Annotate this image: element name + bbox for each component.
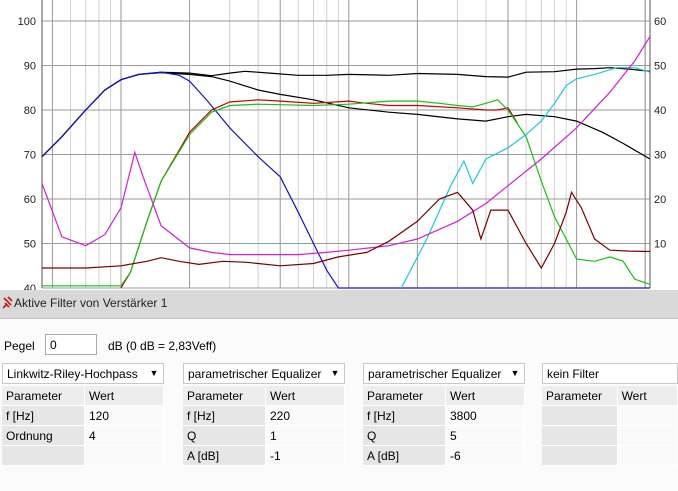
y-tick-label: 40: [24, 283, 36, 290]
table-row: f [Hz] 220: [183, 405, 345, 426]
y-tick-label: 80: [24, 105, 36, 117]
value-cell[interactable]: 5: [445, 425, 525, 446]
value-cell[interactable]: [617, 425, 678, 446]
right-y-tick-label: 30: [654, 150, 666, 162]
parameter-cell: [542, 425, 618, 446]
filter-type-dropdown-3[interactable]: parametrischer Equalizer ▼: [363, 363, 525, 384]
panel-title-bar: Aktive Filter von Verstärker 1: [0, 290, 678, 319]
value-cell[interactable]: -1: [265, 445, 345, 466]
filter-type-dropdown-2[interactable]: parametrischer Equalizer ▼: [183, 363, 345, 384]
chevron-down-icon: ▼: [510, 368, 520, 378]
filter-type-dropdown-4[interactable]: kein Filter: [542, 363, 678, 384]
table-header-row: Parameter Wert: [363, 386, 525, 406]
value-cell[interactable]: 4: [84, 425, 164, 446]
y-tick-label: 70: [24, 150, 36, 162]
parameter-cell: [542, 445, 618, 466]
table-row: [542, 445, 678, 466]
wert-header: Wert: [265, 386, 345, 406]
pin-icon: [2, 296, 13, 309]
series-line-5: [42, 99, 651, 287]
value-cell[interactable]: -6: [445, 445, 525, 466]
table-row: f [Hz] 120: [2, 405, 164, 426]
table-row: [542, 405, 678, 426]
table-row: [2, 445, 164, 466]
filter-type-value: parametrischer Equalizer: [368, 367, 502, 381]
parameter-header: Parameter: [542, 386, 618, 406]
active-filter-panel: Aktive Filter von Verstärker 1 Pegel dB …: [0, 290, 678, 491]
table-row: [542, 425, 678, 446]
frequency-response-chart: 100 90 80 70 60 50 40 60 50 40 30 20 10: [0, 0, 678, 290]
panel-title: Aktive Filter von Verstärker 1: [14, 296, 168, 310]
chevron-down-icon: ▼: [149, 368, 159, 378]
right-y-tick-label: 20: [654, 194, 666, 206]
value-cell[interactable]: 1: [265, 425, 345, 446]
right-y-tick-label: 10: [654, 239, 666, 251]
parameter-header: Parameter: [363, 386, 446, 406]
series-line-7: [41, 36, 651, 256]
filter-type-dropdown-1[interactable]: Linkwitz-Riley-Hochpass ▼: [2, 363, 164, 384]
parameter-cell: A [dB]: [183, 445, 266, 466]
chevron-down-icon: ▼: [330, 368, 340, 378]
series-line-2: [41, 71, 651, 160]
wert-header: Wert: [84, 386, 164, 406]
pegel-unit-label: dB (0 dB = 2,83Veff): [108, 339, 217, 353]
value-cell[interactable]: 120: [84, 405, 164, 426]
parameter-cell: Ordnung: [2, 425, 85, 446]
table-row: A [dB] -6: [363, 445, 525, 466]
pegel-input[interactable]: [45, 334, 97, 355]
y-tick-label: 60: [24, 194, 36, 206]
parameter-header: Parameter: [183, 386, 266, 406]
parameter-cell: A [dB]: [363, 445, 446, 466]
parameter-cell: [2, 445, 85, 466]
right-y-tick-label: 50: [654, 61, 666, 73]
value-cell[interactable]: [84, 445, 164, 466]
table-header-row: Parameter Wert: [183, 386, 345, 406]
parameter-cell: [542, 405, 618, 426]
y-tick-label: 90: [24, 61, 36, 73]
table-row: Q 5: [363, 425, 525, 446]
right-y-tick-label: 40: [654, 105, 666, 117]
series-line-6: [400, 67, 651, 289]
y-tick-label: 50: [24, 239, 36, 251]
wert-header: Wert: [617, 386, 678, 406]
table-header-row: Parameter Wert: [2, 386, 164, 406]
table-row: Q 1: [183, 425, 345, 446]
series-line-4: [120, 99, 519, 289]
filter-type-value: parametrischer Equalizer: [188, 367, 322, 381]
parameter-cell: f [Hz]: [363, 405, 446, 426]
table-row: A [dB] -1: [183, 445, 345, 466]
series-line-3: [41, 71, 650, 289]
value-cell[interactable]: [617, 445, 678, 466]
right-y-tick-label: 60: [654, 16, 666, 28]
parameter-table-4: Parameter Wert: [542, 386, 678, 466]
parameter-table-1: Parameter Wert f [Hz] 120 Ordnung 4: [2, 386, 164, 466]
table-header-row: Parameter Wert: [542, 386, 678, 406]
chart-svg: 100 90 80 70 60 50 40 60 50 40 30 20 10: [18, 0, 666, 290]
value-cell[interactable]: [617, 405, 678, 426]
value-cell[interactable]: 220: [265, 405, 345, 426]
parameter-cell: f [Hz]: [2, 405, 85, 426]
parameter-table-2: Parameter Wert f [Hz] 220 Q 1 A [dB] -1: [183, 386, 345, 466]
y-tick-label: 100: [18, 16, 36, 28]
parameter-cell: Q: [183, 425, 266, 446]
value-cell[interactable]: 3800: [445, 405, 525, 426]
wert-header: Wert: [445, 386, 525, 406]
parameter-header: Parameter: [2, 386, 85, 406]
table-row: Ordnung 4: [2, 425, 164, 446]
parameter-table-3: Parameter Wert f [Hz] 3800 Q 5 A [dB] -6: [363, 386, 525, 466]
filter-type-value: kein Filter: [547, 367, 600, 381]
filter-type-value: Linkwitz-Riley-Hochpass: [7, 367, 138, 381]
parameter-cell: Q: [363, 425, 446, 446]
series-line-8: [42, 190, 651, 270]
pegel-label: Pegel: [4, 339, 35, 353]
parameter-cell: f [Hz]: [183, 405, 266, 426]
table-row: f [Hz] 3800: [363, 405, 525, 426]
